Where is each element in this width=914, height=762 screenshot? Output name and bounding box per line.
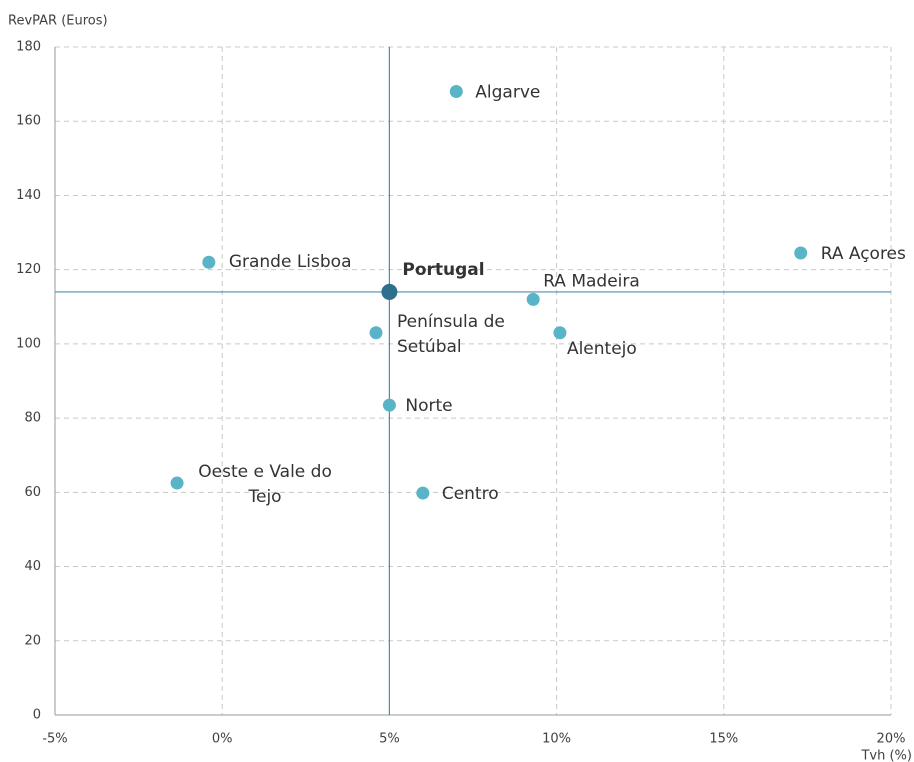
y-tick-label: 0 [33,708,41,723]
point-label-line: Centro [442,484,499,504]
y-tick-label: 20 [24,633,41,648]
point-label: Alentejo [567,339,637,359]
point-label: Península de Setúbal [397,312,505,357]
point-label: RA Madeira [543,271,640,291]
data-point [381,283,398,300]
y-tick-label: 140 [16,188,41,203]
point-label: Norte [405,396,452,416]
point-label: Centro [442,484,499,504]
point-label: Portugal [402,260,484,280]
data-point [526,292,540,306]
data-point [416,486,430,500]
data-point [553,326,567,340]
data-point [794,246,808,260]
data-point [449,85,463,99]
point-label-line: Portugal [402,260,484,280]
point-label-line: Norte [405,396,452,416]
x-tick-label: 20% [877,732,906,747]
x-tick-label: -5% [42,732,67,747]
y-tick-label: 40 [24,559,41,574]
point-label-line: Algarve [475,83,540,103]
point-label: Algarve [475,83,540,103]
data-point [202,255,216,269]
y-tick-label: 60 [24,485,41,500]
point-label-line: RA Madeira [543,271,640,291]
point-label-line: Tejo [248,487,282,507]
data-point [382,398,396,412]
point-label: Oeste e Vale do Tejo [198,462,332,507]
point-label: RA Açores [821,244,906,264]
y-tick-label: 160 [16,114,41,129]
y-tick-label: 100 [16,336,41,351]
data-point [170,476,184,490]
point-label-line: Alentejo [567,339,637,359]
y-tick-label: 180 [16,40,41,55]
point-label-line: Península de [397,312,505,332]
x-tick-label: 5% [379,732,400,747]
point-label: Grande Lisboa [229,252,352,272]
y-tick-label: 120 [16,262,41,277]
y-tick-label: 80 [24,411,41,426]
x-axis-title: Tvh (%) [860,749,912,762]
point-label-line: Grande Lisboa [229,252,352,272]
x-tick-label: 0% [212,732,233,747]
point-label-line: Oeste e Vale do [198,462,332,482]
point-label-line: RA Açores [821,244,906,264]
point-label-line: Setúbal [397,337,462,357]
data-point [369,326,383,340]
x-tick-label: 15% [709,732,738,747]
x-tick-label: 10% [542,732,571,747]
y-axis-title: RevPAR (Euros) [8,14,108,29]
